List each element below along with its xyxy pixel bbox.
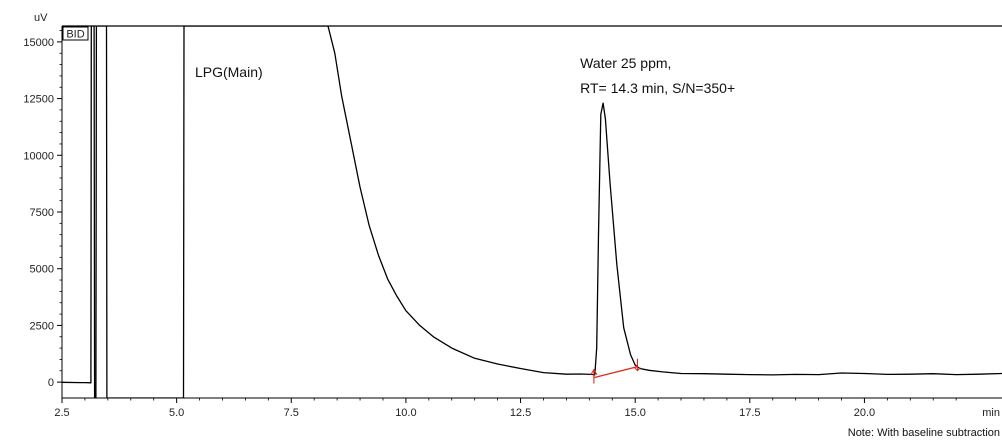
y-tick-label: 15000 [23, 37, 54, 49]
labels: 0 2500 5000 7500 10000 12500 15000 2.5 5.0 7.5 10.… [23, 12, 1000, 419]
y-tick-label: 7500 [30, 207, 54, 219]
y-tick-label: 10000 [23, 150, 54, 162]
plot-area [62, 26, 1002, 398]
water-peak-annotation: Water 25 ppm, [580, 55, 671, 71]
integration-baseline [593, 366, 638, 379]
y-axis-label: uV [34, 12, 48, 24]
x-tick-label: 20.0 [854, 407, 875, 419]
axes [57, 25, 1002, 403]
peak-start-arrowhead [590, 368, 598, 375]
water-peak-detail-annotation: RT= 14.3 min, S/N=350+ [580, 80, 735, 96]
baseline-subtraction-note: Note: With baseline subtraction [847, 427, 1000, 439]
x-tick-label: 5.0 [169, 407, 184, 419]
y-tick-label: 12500 [23, 94, 54, 106]
x-tick-label: 7.5 [284, 407, 299, 419]
y-tick-label: 2500 [30, 320, 54, 332]
x-axis-label: min [982, 407, 1000, 419]
main-peak-annotation: LPG(Main) [195, 64, 263, 80]
y-tick-label: 0 [48, 377, 54, 389]
x-tick-label: 17.5 [739, 407, 760, 419]
chromatogram-trace [62, 26, 1002, 398]
peak-end-arrowhead [634, 367, 641, 372]
detector-label: BID [66, 29, 84, 41]
x-tick-label: 12.5 [510, 407, 531, 419]
detector-label-box [62, 26, 89, 41]
x-tick-label: 10.0 [395, 407, 416, 419]
x-tick-label: 2.5 [54, 407, 69, 419]
x-tick-label: 15.0 [624, 407, 645, 419]
y-tick-label: 5000 [30, 264, 54, 276]
